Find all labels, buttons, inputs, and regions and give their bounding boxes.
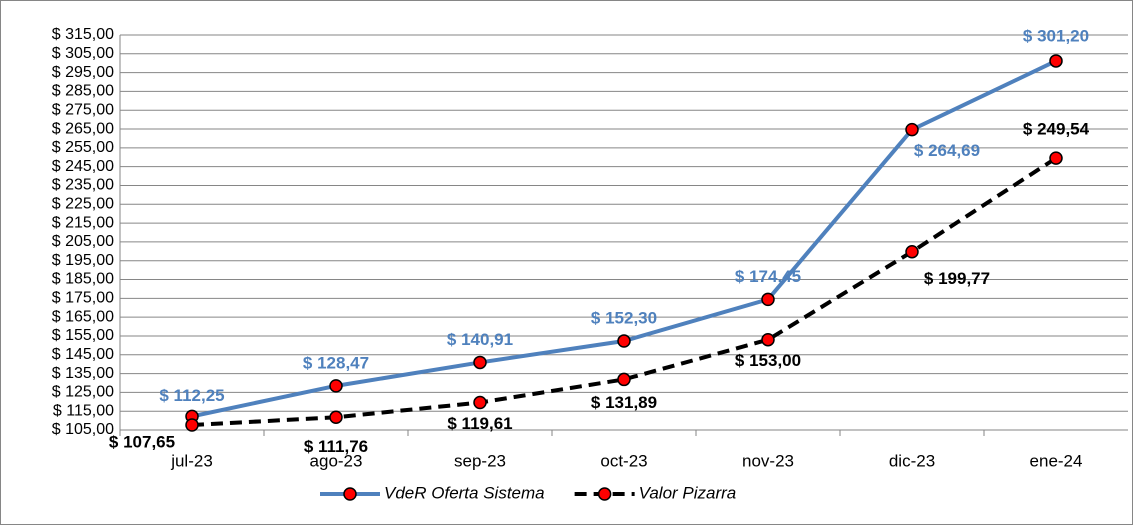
marker bbox=[473, 355, 487, 370]
data-label: $ 112,25 bbox=[159, 386, 224, 405]
data-label: $ 264,69 bbox=[914, 141, 980, 160]
y-tick-label: $ 255,00 bbox=[52, 139, 114, 156]
marker bbox=[905, 122, 919, 137]
data-label: $ 128,47 bbox=[303, 353, 369, 372]
marker bbox=[905, 244, 919, 259]
marker bbox=[617, 334, 631, 348]
marker bbox=[473, 395, 487, 410]
x-tick-label: ene-24 bbox=[1030, 451, 1083, 470]
marker bbox=[1049, 151, 1063, 165]
y-tick-label: $ 285,00 bbox=[52, 83, 114, 100]
marker bbox=[761, 292, 775, 307]
y-tick-label: $ 315,00 bbox=[52, 26, 114, 43]
legend-marker bbox=[597, 487, 612, 501]
marker bbox=[1049, 54, 1063, 68]
y-tick-label: $ 105,00 bbox=[52, 421, 114, 438]
x-tick-label: ago-23 bbox=[310, 451, 363, 470]
marker bbox=[761, 332, 775, 347]
y-tick-label: $ 225,00 bbox=[52, 196, 114, 213]
x-tick-label: sep-23 bbox=[454, 451, 506, 470]
x-tick-label: jul-23 bbox=[170, 451, 213, 470]
x-tick-label: oct-23 bbox=[600, 451, 647, 470]
y-tick-label: $ 215,00 bbox=[52, 214, 114, 231]
data-label: $ 249,54 bbox=[1023, 120, 1090, 139]
data-label: $ 174,45 bbox=[735, 267, 801, 286]
legend-label: VdeR Oferta Sistema bbox=[384, 483, 545, 502]
data-label: $ 111,76 bbox=[304, 437, 368, 456]
y-tick-label: $ 175,00 bbox=[52, 290, 114, 307]
y-tick-label: $ 185,00 bbox=[52, 271, 114, 288]
data-label: $ 199,77 bbox=[924, 269, 990, 288]
data-label: $ 107,65 bbox=[109, 432, 175, 451]
marker bbox=[617, 372, 631, 387]
data-label: $ 119,61 bbox=[447, 414, 512, 433]
legend-marker bbox=[343, 487, 357, 501]
data-label: $ 131,89 bbox=[591, 393, 657, 412]
y-tick-label: $ 245,00 bbox=[52, 158, 114, 175]
y-tick-label: $ 295,00 bbox=[52, 64, 114, 81]
y-tick-label: $ 265,00 bbox=[52, 120, 114, 137]
y-tick-label: $ 235,00 bbox=[52, 177, 114, 194]
y-tick-label: $ 155,00 bbox=[52, 327, 114, 344]
y-tick-label: $ 165,00 bbox=[52, 308, 114, 325]
data-label: $ 140,91 bbox=[447, 330, 513, 349]
data-label: $ 301,20 bbox=[1023, 26, 1089, 45]
data-label: $ 153,00 bbox=[735, 351, 801, 370]
y-tick-label: $ 125,00 bbox=[52, 384, 114, 401]
marker bbox=[185, 418, 199, 432]
y-tick-label: $ 145,00 bbox=[52, 346, 114, 363]
marker bbox=[329, 410, 343, 425]
x-tick-label: nov-23 bbox=[742, 451, 794, 470]
y-tick-label: $ 305,00 bbox=[52, 45, 114, 62]
y-tick-label: $ 115,00 bbox=[53, 402, 114, 419]
x-tick-label: dic-23 bbox=[889, 451, 935, 470]
y-tick-label: $ 205,00 bbox=[52, 233, 114, 250]
y-tick-label: $ 135,00 bbox=[52, 365, 114, 382]
y-tick-label: $ 275,00 bbox=[52, 101, 114, 118]
data-label: $ 152,30 bbox=[591, 309, 657, 328]
y-tick-label: $ 195,00 bbox=[52, 252, 114, 269]
legend-label: Valor Pizarra bbox=[639, 483, 737, 502]
marker bbox=[329, 379, 343, 393]
